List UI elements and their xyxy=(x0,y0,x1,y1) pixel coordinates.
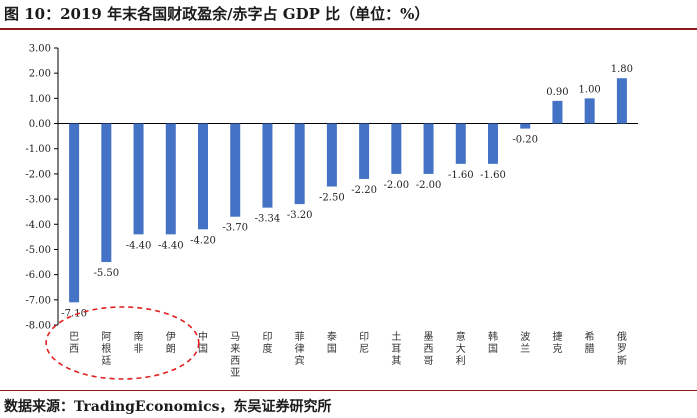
y-tick-label: -5.00 xyxy=(25,245,51,256)
y-tick-label: 2.00 xyxy=(29,69,51,80)
category-label: 印尼 xyxy=(359,331,369,355)
bar-0 xyxy=(69,123,80,303)
category-label: 伊朗 xyxy=(166,331,176,355)
value-label: -2.00 xyxy=(384,180,410,191)
category-label: 意大利 xyxy=(456,330,466,367)
y-tick-label: -7.00 xyxy=(25,295,51,306)
value-label: -4.20 xyxy=(190,235,216,246)
value-label: -1.60 xyxy=(480,170,506,181)
category-label: 俄罗斯 xyxy=(617,331,627,367)
footer-divider xyxy=(0,390,697,391)
value-label: -4.40 xyxy=(126,240,152,251)
bar-layer xyxy=(69,78,627,303)
value-label: -4.40 xyxy=(158,240,184,251)
category-label: 阿根廷 xyxy=(101,331,111,367)
value-label: -3.20 xyxy=(287,210,313,221)
value-label: -3.34 xyxy=(255,214,281,225)
category-label: 希腊 xyxy=(585,330,595,355)
highlight-layer xyxy=(45,306,200,380)
bar-3 xyxy=(165,123,176,235)
category-label: 菲律宾 xyxy=(295,331,305,367)
bar-9 xyxy=(359,123,370,179)
value-label: -7.10 xyxy=(61,308,87,319)
data-source-note: 数据来源：TradingEconomics，东吴证券研究所 xyxy=(4,399,332,415)
bar-chart: 3.00 2.00 1.00 0.00 -1.00 -2.00 -3.00 -4.00 -5.0… xyxy=(25,44,638,380)
bar-5 xyxy=(230,123,241,217)
y-tick-label: -3.00 xyxy=(25,195,51,206)
category-label: 巴西 xyxy=(69,331,79,355)
category-label: 韩国 xyxy=(488,330,498,355)
bar-6 xyxy=(262,123,273,208)
category-label: 捷克 xyxy=(552,330,562,355)
value-label: -2.20 xyxy=(351,185,377,196)
y-tick-label: -4.00 xyxy=(25,220,51,231)
bar-4 xyxy=(198,123,208,230)
category-label: 波兰 xyxy=(520,330,530,355)
y-tick-label: -2.00 xyxy=(25,169,51,180)
chart-title: 图 10：2019 年末各国财政盈余/赤字占 GDP 比（单位：%） xyxy=(4,5,430,23)
label-layer: -7.10 巴西 -5.50 阿根廷 -4.40 南非 -4.40 伊朗 -4.20 中国 -3.7… xyxy=(61,64,633,379)
value-label: 1.00 xyxy=(579,84,601,95)
category-label: 印度 xyxy=(262,331,272,355)
bar-12 xyxy=(455,123,466,164)
bar-11 xyxy=(423,123,434,174)
category-label: 泰国 xyxy=(327,330,337,355)
y-tick-label: 0.00 xyxy=(29,119,51,130)
value-label: 0.90 xyxy=(546,87,568,98)
category-label: 土耳其 xyxy=(391,330,401,367)
bar-2 xyxy=(133,123,144,235)
bar-13 xyxy=(488,123,498,164)
value-label: -5.50 xyxy=(94,268,120,279)
bar-8 xyxy=(326,123,337,187)
bar-16 xyxy=(584,98,595,124)
y-tick-label: -6.00 xyxy=(25,270,51,281)
y-tick-label: -8.00 xyxy=(25,321,51,332)
bar-17 xyxy=(616,78,627,124)
axis-layer: 3.00 2.00 1.00 0.00 -1.00 -2.00 -3.00 -4.00 -5.0… xyxy=(25,44,638,332)
category-label: 南非 xyxy=(134,330,144,355)
y-tick-label: 3.00 xyxy=(29,44,51,55)
bar-14 xyxy=(520,123,531,129)
title-divider xyxy=(0,28,697,30)
category-label: 中国 xyxy=(198,330,208,355)
bar-10 xyxy=(391,123,402,174)
value-label: -1.60 xyxy=(448,170,474,181)
value-label: -0.20 xyxy=(512,135,538,146)
value-label: 1.80 xyxy=(611,64,633,75)
y-tick-label: -1.00 xyxy=(25,144,51,155)
value-label: -3.70 xyxy=(222,223,248,234)
highlight-ellipse xyxy=(45,306,200,380)
bar-7 xyxy=(294,123,305,205)
y-tick-label: 1.00 xyxy=(29,94,51,105)
bar-15 xyxy=(552,100,563,124)
value-label: -2.00 xyxy=(416,180,442,191)
bar-1 xyxy=(101,123,112,263)
category-label: 马来西亚 xyxy=(230,331,240,379)
category-label: 墨西哥 xyxy=(424,331,434,367)
value-label: -2.50 xyxy=(319,193,345,204)
